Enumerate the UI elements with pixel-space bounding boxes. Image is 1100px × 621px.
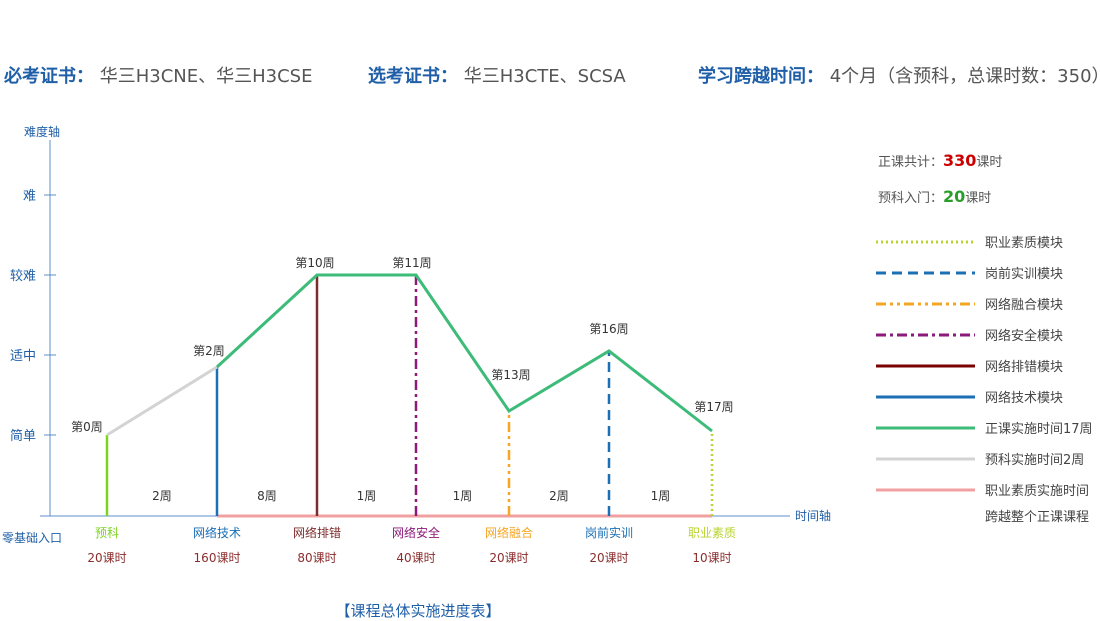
- optional-certs-label: 选考证书：: [368, 66, 458, 87]
- module-name: 网络技术: [193, 525, 241, 540]
- module-hours: 10课时: [692, 551, 731, 565]
- main-series-line: [215, 273, 713, 433]
- module-name: 岗前实训: [585, 525, 633, 540]
- legend-label: 职业素质实施时间: [985, 484, 1089, 499]
- legend-label: 网络安全模块: [985, 328, 1063, 344]
- origin-label: 零基础入口: [2, 531, 62, 545]
- module-hours: 160课时: [194, 551, 241, 565]
- module-hours: 80课时: [297, 551, 336, 565]
- module-name: 职业素质: [688, 526, 736, 540]
- duration-label: 1周: [651, 489, 671, 503]
- study-duration: 学习跨越时间： 4个月（含预科，总课时数：350）: [698, 62, 1100, 88]
- prep-hours-value: 20: [943, 187, 965, 206]
- required-certs-label: 必考证书：: [4, 66, 94, 87]
- point-label: 第2周: [193, 344, 225, 358]
- legend-label: 跨越整个正课课程: [985, 510, 1089, 525]
- y-tick-label: 较难: [10, 269, 36, 284]
- chart-legend: 职业素质模块岗前实训模块网络融合模块网络安全模块网络排错模块网络技术模块正课实施…: [876, 236, 1093, 525]
- x-axis-title: 时间轴: [795, 508, 831, 523]
- main-hours-summary: 正课共计：330课时: [878, 151, 1002, 170]
- legend-label: 预科实施时间2周: [985, 453, 1084, 468]
- study-duration-label: 学习跨越时间：: [698, 66, 824, 87]
- legend-label: 网络技术模块: [985, 390, 1063, 406]
- main-hours-suffix: 课时: [976, 155, 1002, 170]
- y-tick-label: 难: [23, 189, 36, 204]
- main-hours-prefix: 正课共计：: [878, 155, 943, 170]
- legend-label: 网络融合模块: [985, 297, 1063, 313]
- point-label: 第16周: [589, 322, 628, 336]
- point-label: 第13周: [491, 368, 530, 382]
- module-hours: 40课时: [396, 551, 435, 565]
- legend-label: 网络排错模块: [985, 359, 1063, 375]
- module-hours: 20课时: [589, 551, 628, 565]
- study-duration-value: 4个月（含预科，总课时数：350）: [829, 66, 1100, 87]
- point-label: 第10周: [295, 256, 334, 270]
- point-label: 第17周: [694, 400, 733, 414]
- main-hours-value: 330: [943, 151, 976, 170]
- prep-hours-prefix: 预科入门：: [878, 191, 943, 206]
- module-name: 网络安全: [392, 525, 440, 540]
- module-name: 预科: [95, 526, 119, 540]
- chart-module-lines: [105, 275, 714, 516]
- legend-label: 职业素质模块: [985, 236, 1063, 251]
- y-axis-title: 难度轴: [24, 124, 60, 139]
- point-label: 第11周: [392, 256, 431, 270]
- required-certs: 必考证书： 华三H3CNE、华三H3CSE: [4, 62, 312, 88]
- legend-label: 正课实施时间17周: [985, 422, 1093, 437]
- chart-labels: 预科 20课时 网络技术 160课时 网络排错 80课时 网络安全 40课时 网络融合 20课时 岗…: [71, 256, 736, 565]
- optional-certs: 选考证书： 华三H3CTE、SCSA: [368, 62, 626, 88]
- duration-label: 1周: [453, 489, 473, 503]
- legend-label: 岗前实训模块: [985, 266, 1063, 282]
- chart-caption: 【课程总体实施进度表】: [335, 602, 501, 620]
- prep-series-line: [106, 365, 218, 437]
- module-name: 网络排错: [293, 525, 341, 540]
- y-tick-label: 适中: [10, 349, 36, 364]
- module-name: 网络融合: [485, 525, 533, 540]
- prep-hours-suffix: 课时: [965, 191, 991, 206]
- module-hours: 20课时: [87, 551, 126, 565]
- prep-hours-summary: 预科入门：20课时: [878, 187, 991, 206]
- chart-series-lines: [106, 273, 713, 437]
- module-hours: 20课时: [489, 551, 528, 565]
- point-label: 第0周: [71, 420, 103, 434]
- duration-label: 1周: [357, 489, 377, 503]
- duration-label: 2周: [152, 489, 172, 503]
- y-tick-label: 简单: [10, 428, 36, 444]
- duration-label: 8周: [257, 489, 277, 503]
- duration-label: 2周: [549, 489, 569, 503]
- optional-certs-value: 华三H3CTE、SCSA: [463, 66, 626, 87]
- required-certs-value: 华三H3CNE、华三H3CSE: [99, 66, 313, 87]
